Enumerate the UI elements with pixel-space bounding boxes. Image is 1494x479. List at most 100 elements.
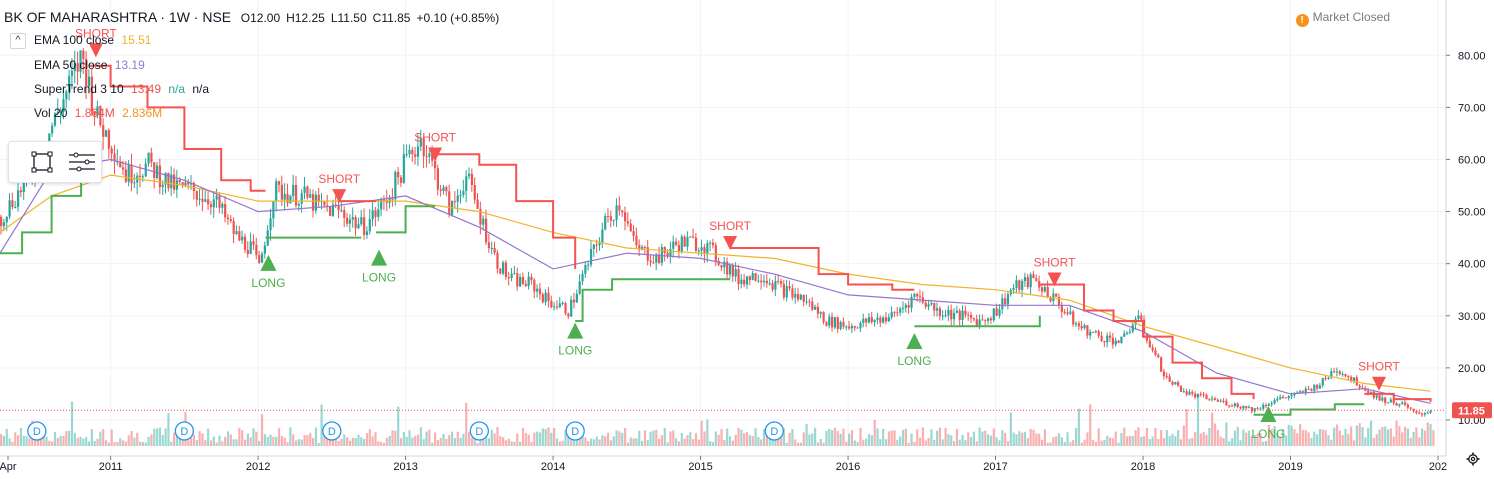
candle-body: [232, 220, 235, 235]
indicator-value-2: n/a: [168, 82, 186, 96]
symbol-title[interactable]: BK OF MAHARASHTRA · 1W · NSE: [4, 9, 232, 25]
candle-body: [737, 269, 740, 285]
volume-bar: [1352, 440, 1356, 446]
volume-bar: [309, 433, 312, 446]
candle-body: [1029, 274, 1032, 288]
candle-body: [209, 204, 213, 208]
volume-bar: [1063, 442, 1066, 446]
candle-body: [964, 310, 967, 315]
volume-bar: [913, 441, 916, 446]
indicator-ema100[interactable]: EMA 100 close 15.51: [34, 33, 151, 47]
candle-body: [127, 164, 130, 182]
volume-bar: [218, 435, 221, 446]
rectangle-tool-icon[interactable]: [29, 149, 55, 175]
volume-bar: [1381, 427, 1384, 446]
volume-bar: [558, 441, 561, 446]
candle-body: [564, 303, 567, 314]
candle-body: [825, 322, 828, 326]
volume-bar: [1355, 425, 1358, 446]
volume-bar: [1057, 433, 1061, 446]
gear-icon[interactable]: [1466, 452, 1480, 471]
volume-bar: [5, 428, 8, 446]
volume-bar: [289, 427, 292, 446]
volume-bar: [677, 441, 681, 446]
candle-body: [692, 236, 695, 238]
candle-body: [195, 191, 198, 200]
volume-bar: [541, 428, 544, 446]
candle-body: [1250, 407, 1254, 412]
lines-tool-icon[interactable]: [67, 149, 97, 175]
candle-body: [1230, 405, 1234, 407]
candle-body: [1242, 406, 1245, 409]
volume-bar: [428, 429, 431, 446]
candle-body: [48, 133, 51, 148]
candle-body: [283, 194, 286, 200]
candle-body: [1103, 340, 1106, 343]
volume-bar: [422, 439, 425, 446]
volume-bar: [1279, 436, 1282, 446]
volume-bar: [924, 440, 927, 446]
volume-bar: [1080, 442, 1083, 446]
volume-bar: [48, 440, 51, 446]
volume-bar: [865, 438, 868, 446]
candle-body: [323, 200, 326, 206]
volume-bar: [581, 434, 584, 446]
candle-body: [1140, 315, 1143, 320]
candle-body: [1236, 403, 1239, 407]
volume-bar: [561, 440, 564, 446]
volume-bar: [643, 430, 647, 446]
volume-bar: [124, 441, 127, 446]
collapse-legend-button[interactable]: ^: [10, 33, 26, 49]
candle-body: [896, 312, 899, 314]
volume-bar: [473, 438, 476, 446]
x-tick-label: 2017: [983, 461, 1007, 473]
volume-bar: [1021, 432, 1024, 446]
candle-body: [445, 187, 448, 192]
volume-bar: [1182, 425, 1185, 446]
volume-bar: [842, 428, 845, 446]
candle-body: [598, 242, 601, 246]
dividend-label: D: [33, 426, 41, 438]
x-tick-label: 2014: [541, 461, 565, 473]
candle-body: [90, 76, 93, 112]
candle-body: [470, 173, 474, 185]
volume-bar: [910, 433, 913, 446]
candle-body: [899, 308, 902, 313]
x-tick-label: 2013: [393, 461, 417, 473]
volume-bar: [884, 439, 888, 446]
volume-bar: [879, 439, 882, 446]
volume-bar: [28, 438, 31, 446]
volume-bar: [788, 432, 791, 446]
candle-body: [938, 308, 942, 316]
candle-body: [675, 241, 678, 245]
volume-bar: [629, 437, 632, 446]
volume-bar: [513, 441, 516, 446]
dividend-label: D: [571, 426, 579, 438]
candle-body: [1035, 278, 1038, 281]
indicator-volume[interactable]: Vol 20 1.864M 2.836M: [34, 106, 162, 120]
volume-bar: [641, 440, 644, 446]
volume-bar: [709, 441, 712, 446]
volume-bar: [93, 440, 96, 446]
volume-bar: [890, 430, 893, 446]
volume-bar: [1035, 433, 1038, 446]
volume-bar: [292, 434, 295, 446]
candle-body: [215, 195, 218, 200]
candle-body: [541, 294, 544, 303]
volume-bar: [1296, 433, 1299, 446]
indicator-supertrend[interactable]: SuperTrend 3 10 13.49 n/a n/a: [34, 82, 209, 96]
volume-bar: [286, 442, 289, 446]
volume-bar: [439, 437, 442, 446]
volume-bar: [0, 434, 3, 446]
volume-bar: [544, 429, 547, 446]
volume-bar: [181, 437, 184, 446]
candle-body: [17, 190, 20, 207]
volume-bar: [192, 434, 196, 446]
short-signal-arrow: [428, 147, 443, 162]
supertrend-up-line: [575, 278, 731, 322]
volume-bar: [589, 438, 593, 446]
indicator-ema50[interactable]: EMA 50 close 13.19: [34, 58, 145, 72]
candle-body: [555, 306, 559, 308]
